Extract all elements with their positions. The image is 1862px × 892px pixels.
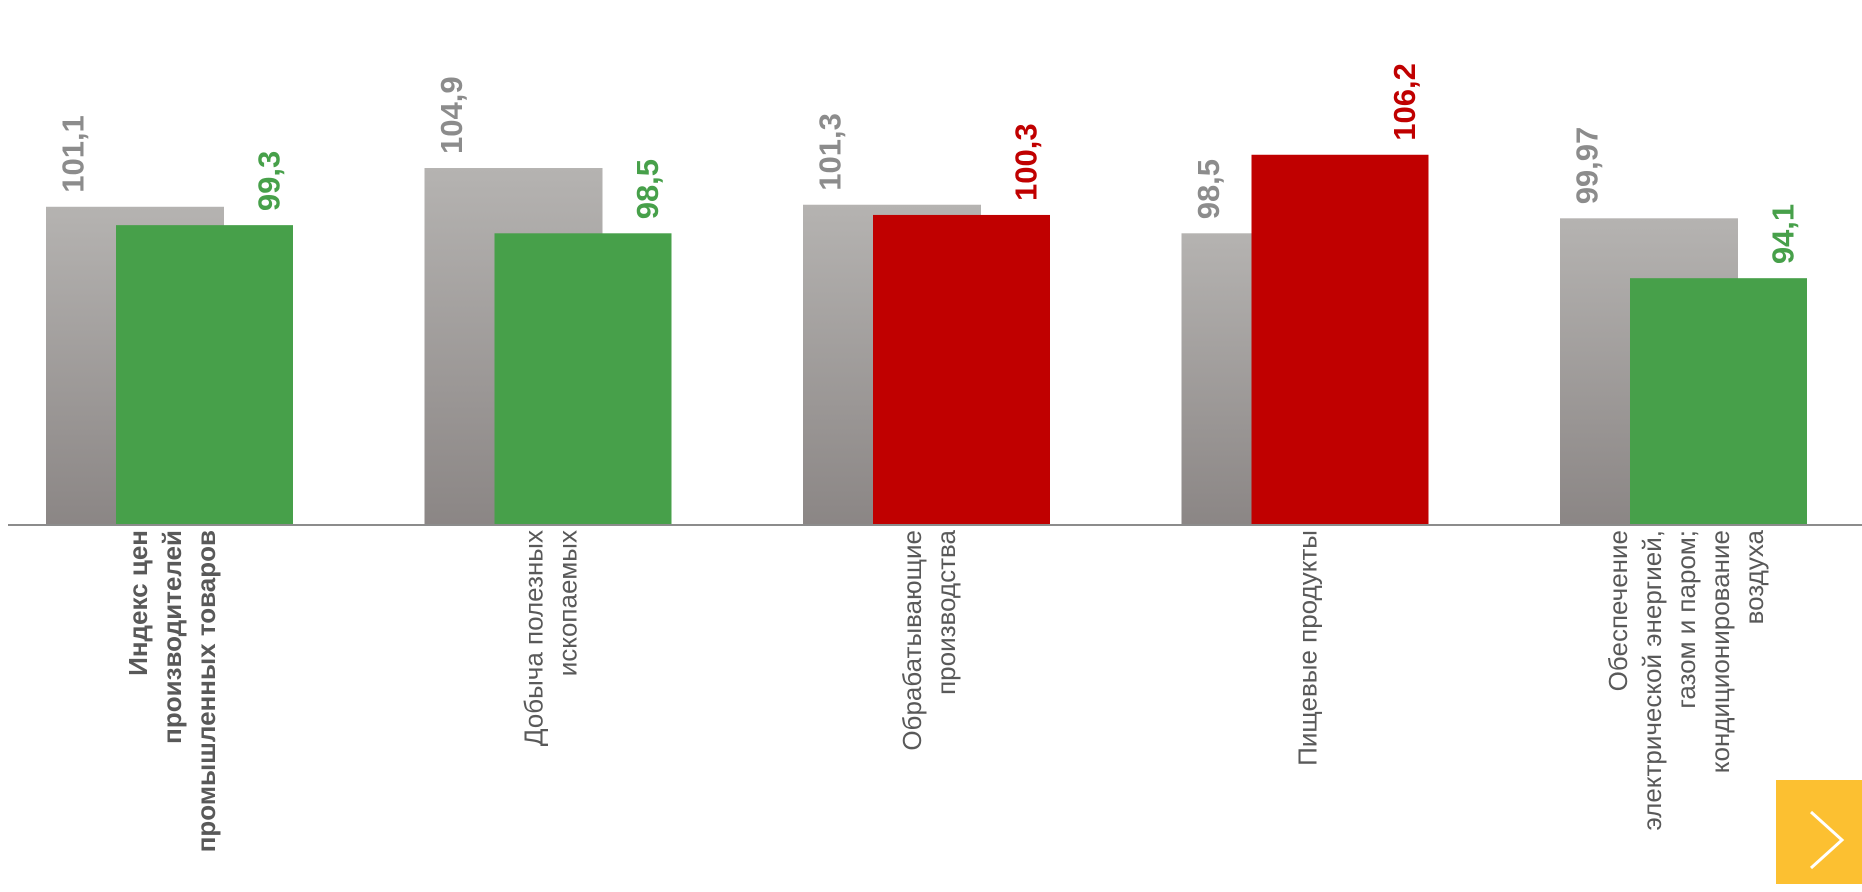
value-label-series-1: 101,3 bbox=[813, 113, 848, 191]
value-label-series-1: 98,5 bbox=[1191, 159, 1226, 219]
category-label: Обрабатывающие производства bbox=[897, 529, 961, 750]
bars-group bbox=[46, 154, 1807, 525]
category-label-line: электрической энергией, bbox=[1637, 530, 1667, 831]
value-label-series-1: 99,97 bbox=[1570, 127, 1605, 205]
category-label-line: Обеспечение bbox=[1603, 530, 1633, 691]
category-label-line: ископаемых bbox=[553, 530, 583, 676]
value-labels: 101,1 99,3 104,9 98,5 101,3 100,3 98,5 106,2 99,… bbox=[56, 63, 1801, 264]
category-label: Обеспечение электрической энергией, газом … bbox=[1603, 529, 1769, 830]
category-label-line: Индекс цен bbox=[123, 530, 153, 676]
value-label-series-2: 98,5 bbox=[630, 159, 665, 219]
bar-series-2 bbox=[494, 233, 672, 525]
category-label-line: газом и паром; bbox=[1671, 530, 1701, 709]
bar-series-2 bbox=[116, 225, 293, 524]
category-label-line: Обрабатывающие bbox=[897, 530, 927, 751]
bar-series-2 bbox=[1251, 154, 1429, 524]
category-label-line: производства bbox=[931, 529, 961, 694]
value-label-series-2: 94,1 bbox=[1766, 204, 1801, 264]
category-label: Пищевые продукты bbox=[1293, 530, 1323, 766]
value-label-series-2: 99,3 bbox=[252, 151, 287, 211]
category-labels: Индекс цен производителей промышленных тов… bbox=[123, 529, 1769, 852]
value-label-series-1: 101,1 bbox=[56, 115, 91, 193]
category-label-line: производителей bbox=[157, 530, 187, 744]
category-label-line: кондиционирование bbox=[1705, 530, 1735, 773]
category-label-line: промышленных товаров bbox=[191, 530, 221, 852]
category-label-line: Добыча полезных bbox=[519, 530, 549, 746]
value-label-series-1: 104,9 bbox=[434, 76, 469, 154]
bar-series-2 bbox=[1630, 278, 1807, 524]
chevron-right-icon bbox=[1809, 810, 1845, 870]
bar-series-2 bbox=[873, 214, 1050, 524]
category-label-line: воздуха bbox=[1739, 529, 1769, 624]
category-label: Индекс цен производителей промышленных тов… bbox=[123, 530, 221, 852]
value-label-series-2: 106,2 bbox=[1387, 63, 1422, 141]
value-label-series-2: 100,3 bbox=[1009, 123, 1044, 201]
category-label: Добыча полезных ископаемых bbox=[519, 530, 583, 746]
next-slide-button[interactable] bbox=[1776, 780, 1862, 884]
category-label-line: Пищевые продукты bbox=[1293, 530, 1323, 766]
